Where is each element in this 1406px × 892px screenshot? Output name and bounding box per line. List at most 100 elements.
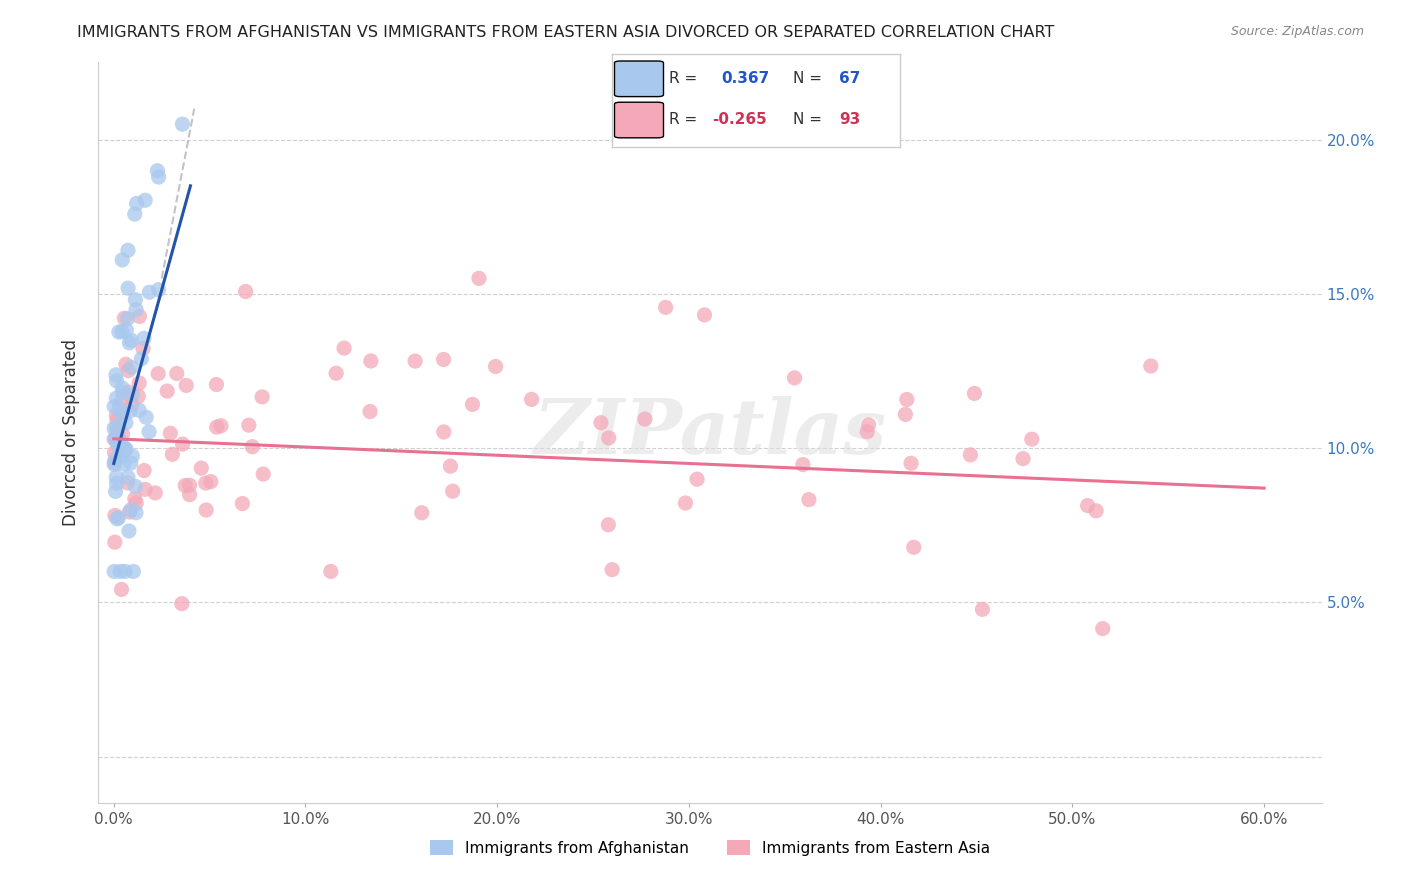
Point — [900, 456, 922, 470]
Point — [121, 388, 143, 402]
Point — [105, 433, 128, 447]
Point — [972, 602, 994, 616]
Point — [959, 448, 981, 462]
Point — [598, 517, 620, 532]
Point — [896, 392, 918, 407]
Point — [103, 445, 125, 459]
FancyBboxPatch shape — [614, 103, 664, 138]
Point — [117, 281, 139, 295]
Point — [104, 535, 127, 549]
Text: ZIPatlas: ZIPatlas — [533, 396, 887, 469]
Point — [105, 413, 128, 427]
Point — [117, 470, 139, 484]
Point — [131, 351, 153, 366]
Point — [111, 325, 134, 339]
Text: -0.265: -0.265 — [713, 112, 768, 127]
Point — [143, 486, 166, 500]
Point — [118, 524, 141, 538]
Point — [156, 384, 179, 398]
Point — [174, 378, 197, 392]
Point — [108, 401, 131, 416]
Point — [148, 169, 170, 184]
Point — [468, 271, 491, 285]
Point — [179, 488, 201, 502]
Point — [105, 476, 128, 491]
Text: R =: R = — [669, 112, 697, 127]
Point — [520, 392, 543, 407]
Point — [634, 412, 657, 426]
FancyBboxPatch shape — [614, 61, 664, 96]
Point — [242, 440, 264, 454]
Point — [132, 331, 155, 345]
Point — [1085, 504, 1108, 518]
Text: R =: R = — [669, 71, 697, 87]
Point — [120, 502, 142, 516]
Point — [1140, 359, 1163, 373]
Point — [110, 394, 132, 409]
Point — [359, 404, 381, 418]
Point — [132, 342, 155, 356]
Point — [108, 432, 131, 446]
Point — [103, 421, 125, 435]
Point — [654, 301, 676, 315]
Point — [112, 457, 135, 471]
Text: Source: ZipAtlas.com: Source: ZipAtlas.com — [1230, 25, 1364, 38]
Point — [693, 308, 716, 322]
Point — [103, 456, 125, 470]
Point — [411, 506, 433, 520]
Point — [903, 541, 925, 555]
Point — [103, 565, 125, 579]
Point — [146, 163, 169, 178]
Point — [205, 377, 228, 392]
Point — [125, 506, 148, 520]
Point — [856, 425, 879, 439]
Point — [104, 508, 127, 523]
Point — [231, 497, 253, 511]
Point — [105, 419, 128, 434]
Point — [319, 565, 342, 579]
Point — [1077, 499, 1099, 513]
Point — [124, 293, 146, 307]
Point — [598, 431, 620, 445]
Point — [108, 325, 131, 339]
Point — [115, 323, 138, 337]
Point — [115, 416, 138, 430]
Text: 0.367: 0.367 — [721, 71, 769, 87]
Point — [118, 505, 141, 519]
Point — [686, 472, 709, 486]
Point — [792, 458, 814, 472]
Text: 93: 93 — [839, 112, 860, 127]
Point — [252, 467, 274, 481]
Point — [117, 364, 139, 378]
Point — [120, 360, 142, 375]
Point — [105, 470, 128, 484]
Point — [783, 371, 806, 385]
Point — [103, 400, 125, 414]
Point — [115, 442, 138, 456]
Point — [124, 207, 146, 221]
Point — [159, 426, 181, 441]
Point — [111, 427, 134, 442]
Text: IMMIGRANTS FROM AFGHANISTAN VS IMMIGRANTS FROM EASTERN ASIA DIVORCED OR SEPARATE: IMMIGRANTS FROM AFGHANISTAN VS IMMIGRANT… — [77, 25, 1054, 40]
Point — [112, 409, 135, 423]
Point — [148, 283, 170, 297]
Point — [600, 563, 623, 577]
Point — [138, 425, 160, 439]
Point — [112, 441, 135, 455]
Point — [110, 450, 132, 464]
Point — [172, 437, 194, 451]
Point — [125, 196, 148, 211]
Point — [441, 484, 464, 499]
Point — [125, 496, 148, 510]
Point — [170, 597, 193, 611]
Point — [238, 418, 260, 433]
Point — [105, 512, 128, 526]
Point — [235, 285, 257, 299]
Point — [110, 565, 132, 579]
Point — [117, 385, 139, 400]
Point — [111, 381, 134, 395]
Point — [1021, 432, 1043, 446]
Point — [433, 425, 456, 439]
Point — [107, 439, 129, 453]
Point — [112, 311, 135, 326]
